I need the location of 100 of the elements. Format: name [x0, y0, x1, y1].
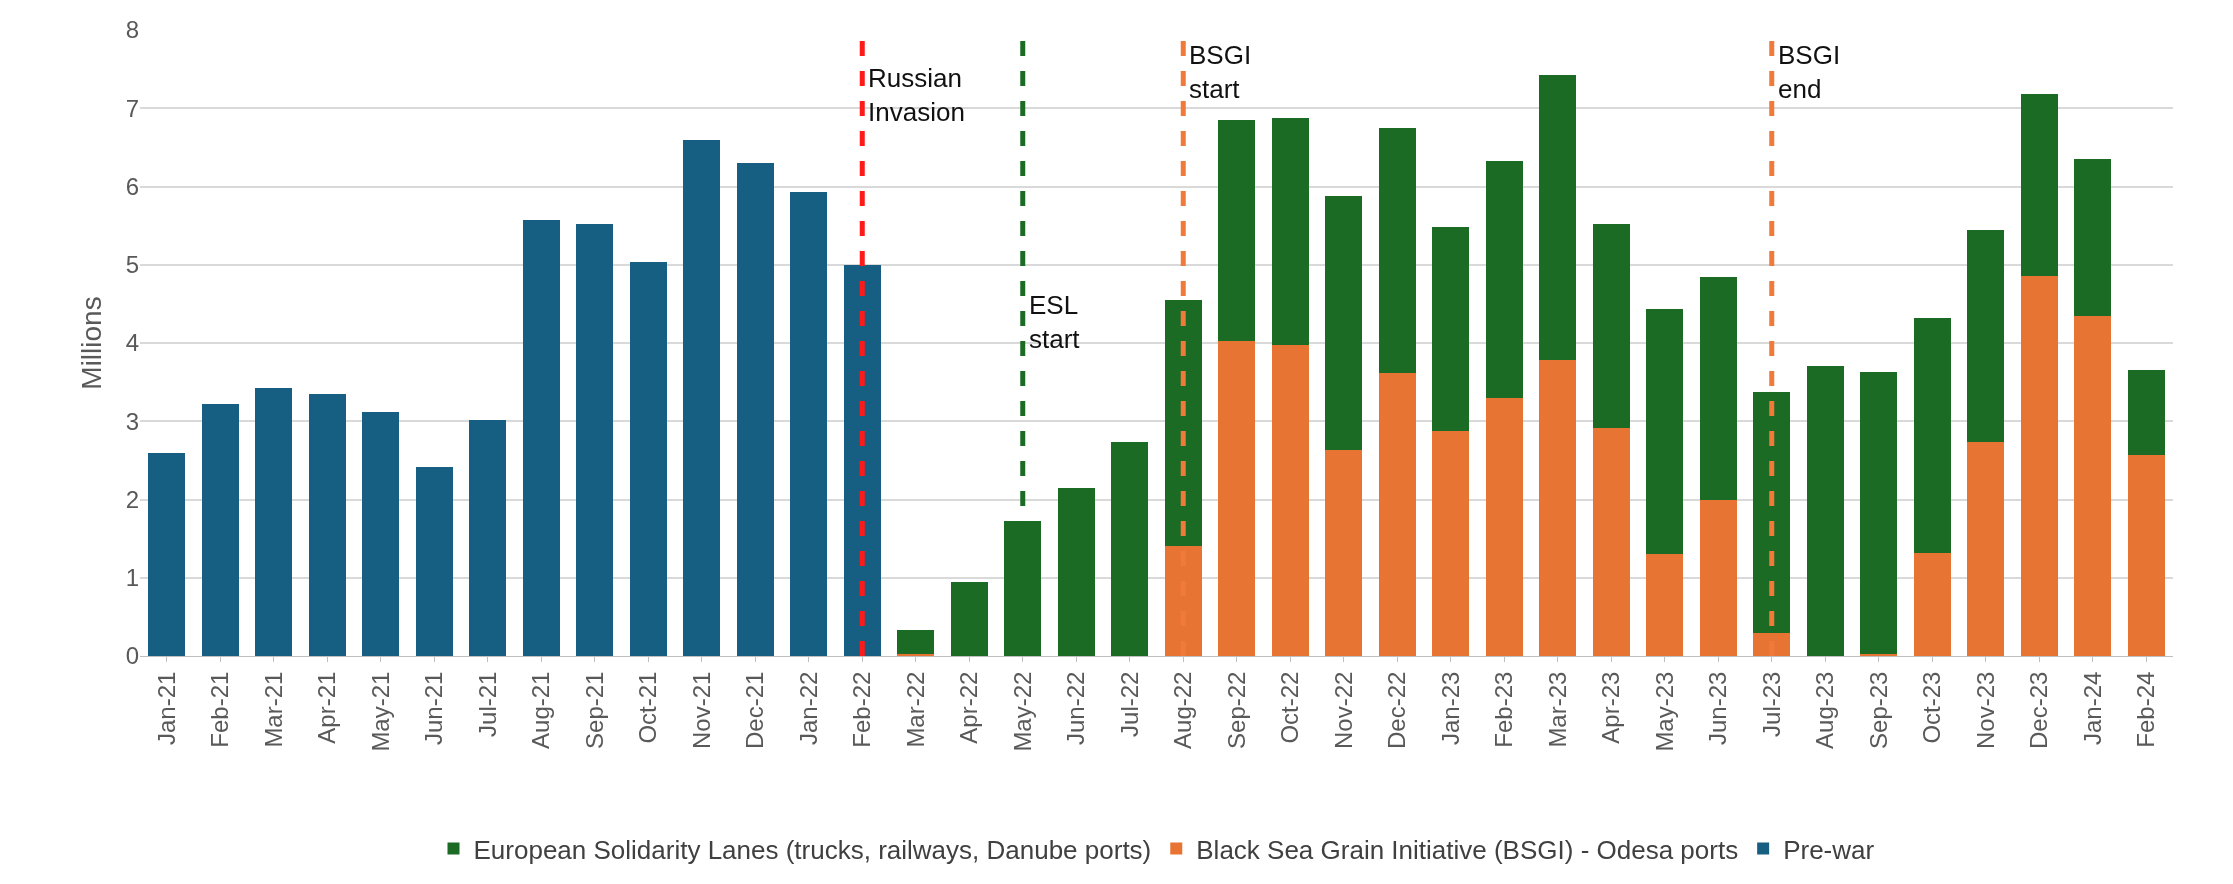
y-tick-label: 6 [125, 172, 139, 200]
bar [1218, 341, 1256, 656]
bar [1432, 431, 1470, 656]
x-tick-label: Jun-21 [420, 671, 448, 745]
bar [1913, 552, 1951, 656]
x-tick-label: Feb-24 [2132, 671, 2160, 748]
bar [415, 466, 453, 656]
bar [2020, 94, 2058, 276]
x-tick-label: Jan-24 [2078, 671, 2106, 745]
x-tick-label: Sep-21 [580, 671, 608, 749]
y-tick-label: 3 [125, 407, 139, 435]
bar [790, 191, 828, 656]
bar [1592, 224, 1630, 428]
bar [683, 139, 721, 656]
y-tick-label: 1 [125, 564, 139, 592]
bar [362, 411, 400, 656]
y-axis-title: Millions [76, 296, 108, 390]
x-tick-label: Oct-22 [1276, 671, 1304, 744]
x-tick-label: Feb-23 [1490, 671, 1518, 748]
x-tick-label: Sep-23 [1864, 671, 1892, 749]
x-tick-label: Nov-21 [687, 671, 715, 749]
x-tick-label: Apr-21 [313, 671, 341, 744]
x-tick-label: Jan-21 [152, 671, 180, 745]
annotation: BSGI end [1778, 40, 1841, 104]
x-tick-label: Nov-22 [1329, 671, 1357, 749]
bar [1378, 127, 1416, 373]
x-tick-label: May-22 [1008, 671, 1036, 752]
x-tick-label: May-21 [366, 671, 394, 752]
y-tick-label: 8 [125, 16, 139, 44]
bar [1646, 554, 1684, 656]
bar [2020, 275, 2058, 656]
x-tick-label: Oct-23 [1918, 671, 1946, 744]
legend-label: European Solidarity Lanes (trucks, railways, Danube ports) [473, 834, 1152, 865]
annotation: BSGI start [1189, 40, 1252, 104]
y-tick-label: 4 [125, 329, 139, 357]
y-tick-label: 0 [125, 642, 139, 670]
bar [2074, 315, 2112, 656]
bar [1967, 442, 2005, 656]
y-tick-label: 2 [125, 485, 139, 513]
x-tick-label: Jul-23 [1757, 671, 1785, 737]
legend-label: Pre-war [1783, 834, 1875, 865]
bar [1592, 427, 1630, 656]
bar [1967, 230, 2005, 443]
bar [1806, 366, 1844, 656]
bar [1646, 309, 1684, 555]
x-tick-label: Dec-22 [1383, 671, 1411, 749]
bar [1539, 74, 1577, 361]
bar [736, 163, 774, 656]
x-tick-label: Mar-21 [259, 671, 287, 748]
bar [1860, 371, 1898, 654]
bar [2127, 454, 2165, 656]
x-tick-label: Dec-21 [741, 671, 769, 749]
bar [1057, 487, 1095, 656]
bar [1271, 117, 1309, 345]
bar [1271, 344, 1309, 656]
legend-label: Black Sea Grain Initiative (BSGI) - Odesa ports [1196, 834, 1739, 865]
bar [1485, 161, 1523, 398]
bar [950, 581, 988, 656]
x-tick-label: Mar-23 [1543, 671, 1571, 748]
bar [148, 452, 186, 656]
x-tick-label: Oct-21 [634, 671, 662, 744]
y-tick-label: 7 [125, 94, 139, 122]
x-tick-label: Aug-23 [1811, 671, 1839, 749]
x-tick-label: Aug-21 [527, 671, 555, 749]
bar [1539, 360, 1577, 656]
bar [1485, 397, 1523, 656]
bar [897, 630, 935, 654]
x-tick-label: Mar-22 [901, 671, 929, 748]
bar [1432, 227, 1470, 432]
x-tick-label: Nov-23 [1971, 671, 1999, 749]
x-tick-label: Jun-22 [1062, 671, 1090, 745]
x-tick-label: Apr-23 [1597, 671, 1625, 744]
x-tick-label: Feb-22 [848, 671, 876, 748]
x-tick-label: Aug-22 [1169, 671, 1197, 749]
bar [2127, 370, 2165, 455]
bar [1699, 499, 1737, 656]
bar [201, 404, 239, 656]
bar [308, 393, 346, 656]
bar [255, 387, 293, 656]
bar [1325, 195, 1363, 451]
annotation: ESL start [1029, 290, 1081, 354]
annotation: Russian Invasion [868, 63, 965, 127]
x-tick-label: Feb-21 [206, 671, 234, 748]
x-tick-label: Jun-23 [1704, 671, 1732, 745]
x-tick-label: Jul-22 [1115, 671, 1143, 737]
bar [1111, 442, 1149, 656]
x-tick-label: Jan-22 [794, 671, 822, 745]
bar [1913, 317, 1951, 553]
bar [2074, 159, 2112, 316]
bar [522, 220, 560, 656]
x-tick-label: Apr-22 [955, 671, 983, 744]
bar [1325, 450, 1363, 656]
bar [1218, 119, 1256, 342]
bar [576, 224, 614, 656]
bar [1378, 372, 1416, 656]
x-tick-label: Jan-23 [1436, 671, 1464, 745]
x-tick-label: Sep-22 [1222, 671, 1250, 749]
x-tick-label: Jul-21 [473, 671, 501, 737]
x-tick-label: Dec-23 [2025, 671, 2053, 749]
bar [1699, 277, 1737, 500]
